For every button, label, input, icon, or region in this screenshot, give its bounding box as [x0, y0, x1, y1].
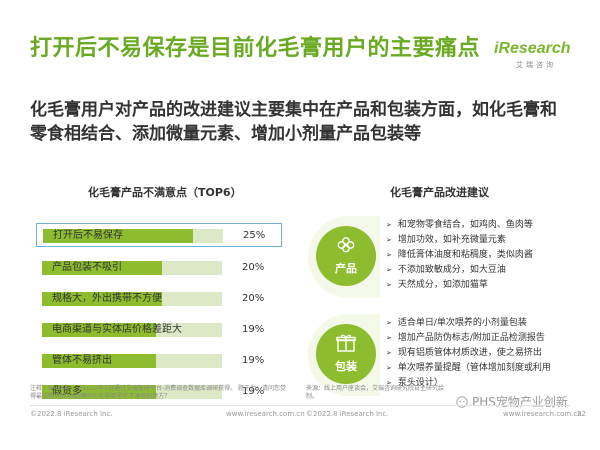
- source-note: 来源：线上用户座谈会，艾瑞咨询研究院自主研究绘制。: [306, 385, 445, 400]
- bar: [42, 354, 156, 368]
- bar-row: 电商渠道与实体店价格差距大 19%: [38, 320, 280, 340]
- footer-url-right[interactable]: www.iresearch.com.cn: [503, 410, 582, 418]
- bar-category-label: 假货多: [52, 386, 82, 397]
- bar-category-label: 电商渠道与实体店价格差距大: [52, 324, 182, 335]
- bar-track: [42, 354, 222, 368]
- list-item: 天然成分，如添加猫草: [386, 278, 576, 293]
- page-subtitle: 化毛膏用户对产品的改进建议主要集中在产品和包装方面，如化毛膏和零食相结合、添加微…: [30, 100, 557, 144]
- list-item: 不添加致敏成分，如大豆油: [386, 263, 576, 278]
- bar-value-label: 19%: [242, 324, 265, 335]
- iresearch-logo: iResearch 艾瑞咨询: [494, 40, 572, 72]
- bar: [42, 292, 162, 306]
- footer-copyright-right: ©2022.8 iResearch Inc.: [306, 410, 389, 418]
- bar-value-label: 20%: [242, 293, 265, 304]
- bar: [42, 385, 156, 399]
- list-item: 现有铝质管体材质改进，使之易挤出: [386, 346, 576, 361]
- bar: [42, 323, 156, 337]
- footer-url-left[interactable]: www.iresearch.com.cn: [226, 410, 305, 418]
- bar-row: 产品包装不吸引 20%: [38, 258, 280, 278]
- bar-track: [42, 292, 222, 306]
- bar-row: 假货多 19%: [38, 382, 280, 402]
- product-badge: 产品: [316, 226, 376, 286]
- product-badge-label: 产品: [335, 262, 357, 275]
- product-suggestion-list: 和宠物零食结合，如鸡肉、鱼肉等 增加功效，如补充微量元素 降低膏体油度和粘稠度，…: [386, 218, 576, 293]
- page-number: 22: [577, 410, 586, 418]
- list-item: 单次喂养量提醒（管体增加刻度或利用: [386, 361, 576, 376]
- bar-track: [42, 323, 222, 337]
- list-item: 和宠物零食结合，如鸡肉、鱼肉等: [386, 218, 576, 233]
- bar: [43, 229, 193, 243]
- packaging-suggestion-card: 包装 适合单日/单次喂养的小剂量包装 增加产品防伪标志/附加正品检测报告 现有铝…: [308, 314, 570, 396]
- packaging-badge-label: 包装: [335, 360, 357, 373]
- gift-icon: [336, 334, 356, 352]
- watermark-text: PHS宠物产业创新: [472, 395, 568, 409]
- flower-icon: [337, 237, 355, 253]
- bar-category-label: 管体不易挤出: [52, 355, 112, 366]
- bar-row: 打开后不易保存 25%: [36, 223, 282, 247]
- bar-value-label: 25%: [243, 230, 266, 241]
- chart-footnote: 注释：N=444； 于2022年5月通过艾瑞智研平台-消费调查数据库调研获得。 …: [30, 385, 287, 400]
- packaging-suggestion-list: 适合单日/单次喂养的小剂量包装 增加产品防伪标志/附加正品检测报告 现有铝质管体…: [386, 316, 576, 391]
- footer-divider: [30, 405, 570, 406]
- list-item: 泵头设计）: [386, 376, 576, 391]
- chart-title: 化毛膏产品不满意点（TOP6）: [88, 186, 242, 199]
- wechat-icon: [456, 396, 468, 408]
- list-item: 降低膏体油度和粘稠度，类似肉酱: [386, 248, 576, 263]
- list-item: 适合单日/单次喂养的小剂量包装: [386, 316, 576, 331]
- bar-track: [42, 385, 222, 399]
- bar: [42, 261, 162, 275]
- wechat-watermark: PHS宠物产业创新: [456, 393, 596, 411]
- bar-category-label: 打开后不易保存: [53, 230, 123, 241]
- product-suggestion-card: 产品 和宠物零食结合，如鸡肉、鱼肉等 增加功效，如补充微量元素 降低膏体油度和粘…: [308, 216, 570, 298]
- suggestions-title: 化毛膏产品改进建议: [390, 186, 489, 199]
- list-item: 增加产品防伪标志/附加正品检测报告: [386, 331, 576, 346]
- bar-category-label: 产品包装不吸引: [52, 262, 122, 273]
- bar-category-label: 规格大，外出携带不方便: [52, 293, 162, 304]
- footer-copyright-left: ©2022.8 iResearch Inc.: [30, 410, 113, 418]
- packaging-badge: 包装: [316, 324, 376, 384]
- list-item: 增加功效，如补充微量元素: [386, 233, 576, 248]
- bar-track: [42, 261, 222, 275]
- bar-value-label: 20%: [242, 262, 265, 273]
- bar-value-label: 19%: [242, 355, 265, 366]
- bar-row: 管体不易挤出 19%: [38, 351, 280, 371]
- page-title: 打开后不易保存是目前化毛膏用户的主要痛点: [30, 36, 481, 61]
- bar-row: 规格大，外出携带不方便 20%: [38, 289, 280, 309]
- logo-subtitle: 艾瑞咨询: [516, 61, 556, 69]
- logo-wordmark: iResearch: [494, 40, 571, 57]
- bar-value-label: 19%: [242, 386, 265, 397]
- bar-track: [43, 229, 223, 243]
